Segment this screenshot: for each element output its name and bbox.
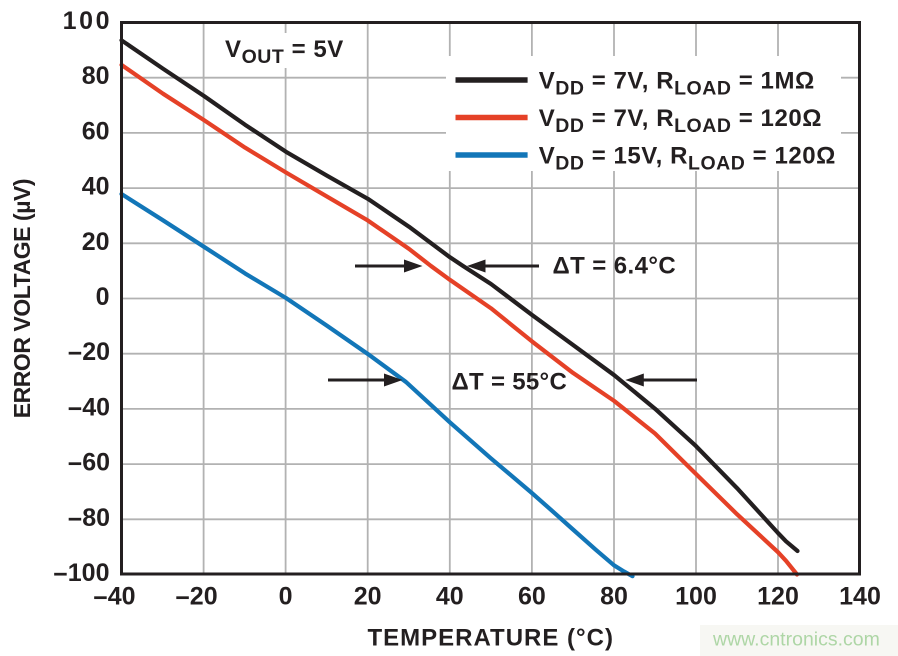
svg-text:0: 0 xyxy=(96,283,110,311)
svg-text:60: 60 xyxy=(82,117,110,145)
svg-text:40: 40 xyxy=(436,583,464,611)
svg-text:−20: −20 xyxy=(175,582,217,612)
svg-text:−60: −60 xyxy=(68,449,110,479)
svg-text:80: 80 xyxy=(82,62,110,90)
svg-text:−80: −80 xyxy=(68,504,110,534)
svg-text:20: 20 xyxy=(82,228,110,256)
svg-text:−40: −40 xyxy=(68,393,110,423)
svg-text:80: 80 xyxy=(600,583,628,611)
svg-text:140: 140 xyxy=(839,583,881,611)
svg-text:−100: −100 xyxy=(53,559,109,589)
svg-text:120: 120 xyxy=(757,583,799,611)
svg-text:ΔT = 55°C: ΔT = 55°C xyxy=(452,369,568,396)
svg-text:20: 20 xyxy=(354,583,382,611)
svg-text:www.cntronics.com: www.cntronics.com xyxy=(712,629,880,651)
svg-text:100: 100 xyxy=(675,583,717,611)
svg-text:100: 100 xyxy=(63,7,110,35)
svg-text:60: 60 xyxy=(518,583,546,611)
svg-text:ERROR VOLTAGE (µV): ERROR VOLTAGE (µV) xyxy=(9,179,35,418)
svg-text:VDD = 15V, RLOAD = 120Ω: VDD = 15V, RLOAD = 120Ω xyxy=(539,142,836,174)
svg-text:40: 40 xyxy=(82,173,110,201)
svg-text:−20: −20 xyxy=(68,338,110,368)
svg-text:TEMPERATURE (°C): TEMPERATURE (°C) xyxy=(368,625,614,652)
svg-text:ΔT = 6.4°C: ΔT = 6.4°C xyxy=(553,253,677,280)
svg-text:VOUT = 5V: VOUT = 5V xyxy=(225,36,344,68)
svg-text:−40: −40 xyxy=(93,582,135,612)
svg-text:0: 0 xyxy=(279,583,293,611)
